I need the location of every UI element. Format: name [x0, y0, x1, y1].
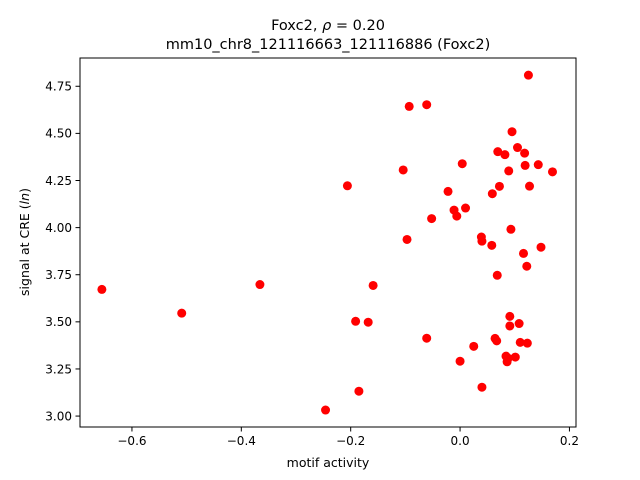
data-point-47	[520, 160, 530, 170]
plot-area	[80, 58, 576, 427]
data-point-32	[500, 150, 510, 160]
data-point-11	[404, 101, 414, 111]
data-point-52	[533, 160, 543, 170]
data-point-40	[507, 127, 517, 137]
data-point-18	[455, 356, 465, 366]
data-point-46	[520, 148, 530, 158]
data-point-2	[255, 280, 265, 290]
data-point-21	[469, 341, 479, 351]
data-point-1	[177, 308, 187, 318]
chart-title-line2: mm10_chr8_121116663_121116886 (Foxc2)	[166, 37, 491, 53]
data-point-24	[477, 382, 487, 392]
data-point-15	[443, 186, 453, 196]
plot-frame	[79, 57, 577, 428]
y-axis-label-italic: ln	[17, 193, 32, 204]
data-point-5	[351, 316, 361, 326]
y-tick-label: 3.50	[45, 315, 72, 329]
data-point-41	[510, 352, 520, 362]
data-point-7	[363, 317, 373, 327]
data-point-44	[515, 337, 525, 347]
data-point-29	[492, 270, 502, 280]
data-point-0	[97, 284, 107, 294]
data-point-36	[504, 166, 514, 176]
data-point-23	[477, 236, 487, 246]
data-point-8	[368, 280, 378, 290]
data-point-26	[487, 189, 497, 199]
data-point-10	[402, 234, 412, 244]
x-axis-label: motif activity	[287, 455, 370, 470]
y-tick-label: 4.50	[45, 127, 72, 141]
data-point-17	[452, 211, 462, 221]
data-point-20	[461, 203, 471, 213]
data-point-3	[321, 405, 331, 415]
y-tick-label: 3.25	[45, 362, 72, 376]
x-tick-label: 0.0	[451, 434, 470, 448]
y-tick-label: 3.00	[45, 409, 72, 423]
data-point-35	[503, 353, 513, 363]
data-point-43	[514, 319, 524, 329]
data-point-14	[427, 214, 437, 224]
data-point-37	[505, 311, 515, 321]
data-point-31	[494, 181, 504, 191]
data-point-50	[523, 70, 533, 80]
data-point-12	[422, 100, 432, 110]
data-point-49	[522, 338, 532, 348]
data-point-51	[525, 181, 535, 191]
data-point-42	[512, 143, 522, 153]
rho-symbol: ρ	[322, 18, 332, 34]
x-tick-label: −0.2	[336, 434, 365, 448]
chart-title-line1: Foxc2, ρ = 0.20	[271, 18, 385, 34]
data-point-39	[506, 224, 516, 234]
x-tick-label: 0.2	[560, 434, 579, 448]
x-axis-ticks: −0.6 −0.4 −0.2 0.0 0.2	[117, 427, 579, 448]
data-point-30	[493, 147, 503, 157]
data-point-19	[457, 159, 467, 169]
data-point-4	[342, 181, 352, 191]
x-tick-label: −0.6	[117, 434, 146, 448]
data-point-25	[487, 240, 497, 250]
x-tick-label: −0.4	[227, 434, 256, 448]
data-point-54	[547, 167, 557, 177]
y-tick-label: 3.75	[45, 268, 72, 282]
y-tick-label: 4.00	[45, 221, 72, 235]
y-axis-ticks: 3.00 3.25 3.50 3.75 4.00 4.25 4.50 4.75	[45, 80, 80, 423]
y-axis-label: signal at CRE (ln)	[17, 188, 32, 296]
data-point-28	[492, 336, 502, 346]
y-tick-label: 4.75	[45, 80, 72, 94]
data-point-6	[354, 386, 364, 396]
data-point-45	[519, 248, 528, 258]
data-points	[97, 70, 557, 415]
data-point-38	[505, 321, 515, 331]
data-point-13	[422, 333, 432, 343]
data-point-9	[398, 165, 408, 175]
data-point-48	[522, 261, 532, 271]
y-tick-label: 4.25	[45, 174, 72, 188]
data-point-53	[536, 242, 546, 252]
